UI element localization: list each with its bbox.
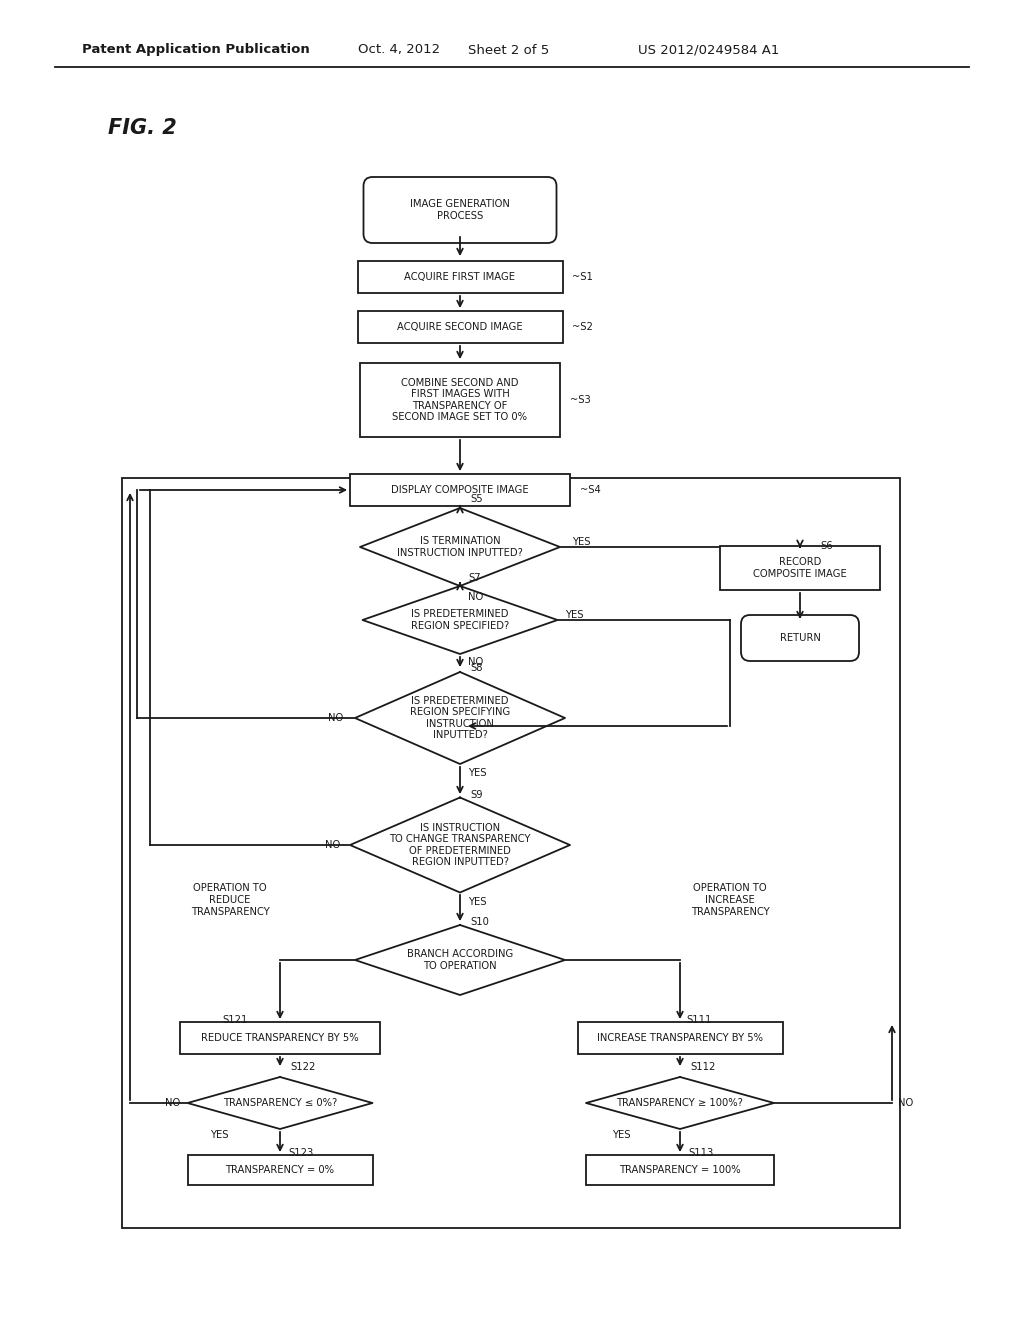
Text: S123: S123 — [288, 1148, 313, 1158]
Bar — [122, 478, 900, 1228]
Text: S111: S111 — [686, 1015, 712, 1026]
Text: IS TERMINATION
INSTRUCTION INPUTTED?: IS TERMINATION INSTRUCTION INPUTTED? — [397, 536, 523, 558]
FancyBboxPatch shape — [586, 1155, 774, 1185]
Text: Patent Application Publication: Patent Application Publication — [82, 44, 309, 57]
Text: RETURN: RETURN — [779, 634, 820, 643]
Text: NO: NO — [165, 1098, 180, 1107]
FancyBboxPatch shape — [357, 312, 562, 343]
Text: OPERATION TO
REDUCE
TRANSPARENCY: OPERATION TO REDUCE TRANSPARENCY — [190, 883, 269, 916]
Text: COMBINE SECOND AND
FIRST IMAGES WITH
TRANSPARENCY OF
SECOND IMAGE SET TO 0%: COMBINE SECOND AND FIRST IMAGES WITH TRA… — [392, 378, 527, 422]
Text: Oct. 4, 2012: Oct. 4, 2012 — [358, 44, 440, 57]
Text: ACQUIRE FIRST IMAGE: ACQUIRE FIRST IMAGE — [404, 272, 515, 282]
Text: YES: YES — [565, 610, 584, 620]
Text: TRANSPARENCY = 0%: TRANSPARENCY = 0% — [225, 1166, 335, 1175]
FancyBboxPatch shape — [364, 177, 556, 243]
Polygon shape — [350, 797, 570, 892]
Text: YES: YES — [210, 1130, 228, 1140]
Text: S8: S8 — [470, 663, 482, 673]
Polygon shape — [586, 1077, 774, 1129]
FancyBboxPatch shape — [741, 615, 859, 661]
Polygon shape — [355, 925, 565, 995]
Text: DISPLAY COMPOSITE IMAGE: DISPLAY COMPOSITE IMAGE — [391, 484, 528, 495]
Text: IS INSTRUCTION
TO CHANGE TRANSPARENCY
OF PREDETERMINED
REGION INPUTTED?: IS INSTRUCTION TO CHANGE TRANSPARENCY OF… — [389, 822, 530, 867]
Text: NO: NO — [468, 657, 483, 667]
Text: US 2012/0249584 A1: US 2012/0249584 A1 — [638, 44, 779, 57]
Text: S9: S9 — [470, 789, 482, 800]
FancyBboxPatch shape — [720, 546, 880, 590]
Text: S122: S122 — [290, 1063, 315, 1072]
Polygon shape — [360, 508, 560, 586]
FancyBboxPatch shape — [187, 1155, 373, 1185]
Text: S121: S121 — [222, 1015, 248, 1026]
Polygon shape — [355, 672, 565, 764]
Text: YES: YES — [468, 898, 486, 907]
Text: NO: NO — [328, 713, 343, 723]
Text: ACQUIRE SECOND IMAGE: ACQUIRE SECOND IMAGE — [397, 322, 523, 333]
Text: YES: YES — [612, 1130, 631, 1140]
Text: NO: NO — [898, 1098, 913, 1107]
Text: S10: S10 — [470, 917, 488, 927]
Text: S7: S7 — [468, 573, 480, 583]
Text: YES: YES — [572, 537, 591, 546]
Text: S6: S6 — [820, 541, 833, 550]
Text: RECORD
COMPOSITE IMAGE: RECORD COMPOSITE IMAGE — [753, 557, 847, 578]
Text: S112: S112 — [690, 1063, 716, 1072]
Polygon shape — [187, 1077, 373, 1129]
Text: BRANCH ACCORDING
TO OPERATION: BRANCH ACCORDING TO OPERATION — [407, 949, 513, 970]
FancyBboxPatch shape — [180, 1022, 380, 1053]
Text: TRANSPARENCY ≥ 100%?: TRANSPARENCY ≥ 100%? — [616, 1098, 743, 1107]
Text: S113: S113 — [688, 1148, 714, 1158]
Text: INCREASE TRANSPARENCY BY 5%: INCREASE TRANSPARENCY BY 5% — [597, 1034, 763, 1043]
Polygon shape — [362, 586, 557, 653]
Text: ~S2: ~S2 — [572, 322, 593, 333]
Text: NO: NO — [468, 591, 483, 602]
Text: ~S1: ~S1 — [572, 272, 593, 282]
Text: FIG. 2: FIG. 2 — [108, 117, 177, 139]
Text: Sheet 2 of 5: Sheet 2 of 5 — [468, 44, 549, 57]
Text: S5: S5 — [470, 494, 482, 504]
FancyBboxPatch shape — [360, 363, 560, 437]
Text: TRANSPARENCY = 100%: TRANSPARENCY = 100% — [620, 1166, 740, 1175]
Text: IS PREDETERMINED
REGION SPECIFIED?: IS PREDETERMINED REGION SPECIFIED? — [411, 610, 509, 631]
Text: ~S3: ~S3 — [570, 395, 591, 405]
FancyBboxPatch shape — [357, 261, 562, 293]
Text: IMAGE GENERATION
PROCESS: IMAGE GENERATION PROCESS — [410, 199, 510, 220]
FancyBboxPatch shape — [350, 474, 570, 506]
Text: REDUCE TRANSPARENCY BY 5%: REDUCE TRANSPARENCY BY 5% — [201, 1034, 358, 1043]
Text: YES: YES — [468, 768, 486, 777]
FancyBboxPatch shape — [578, 1022, 782, 1053]
Text: OPERATION TO
INCREASE
TRANSPARENCY: OPERATION TO INCREASE TRANSPARENCY — [690, 883, 769, 916]
Text: IS PREDETERMINED
REGION SPECIFYING
INSTRUCTION
INPUTTED?: IS PREDETERMINED REGION SPECIFYING INSTR… — [410, 696, 510, 741]
Text: ~S4: ~S4 — [580, 484, 601, 495]
Text: NO: NO — [325, 840, 340, 850]
Text: TRANSPARENCY ≤ 0%?: TRANSPARENCY ≤ 0%? — [223, 1098, 337, 1107]
